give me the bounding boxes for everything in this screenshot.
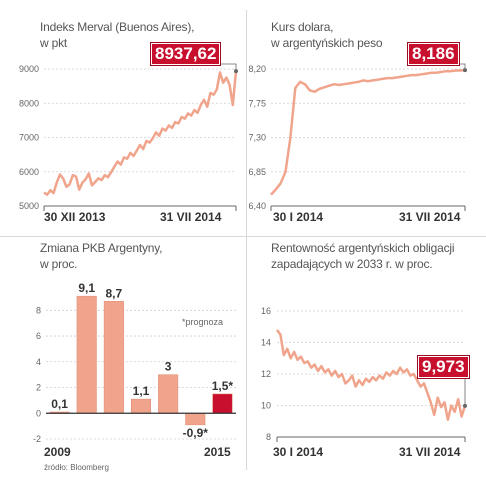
y-tick-label: 6000 xyxy=(19,167,39,177)
gdp-x-start: 2009 xyxy=(44,445,71,459)
usd-x-end: 31 VII 2014 xyxy=(399,210,461,224)
usd-title: Kurs dolara, xyxy=(271,20,334,34)
callout-connector xyxy=(464,376,467,406)
bar xyxy=(76,295,97,414)
y-tick-label: 8 xyxy=(266,432,271,442)
last-point-marker xyxy=(463,403,467,408)
y-tick-label: 16 xyxy=(261,306,271,316)
bar xyxy=(103,301,124,414)
bar-value-label: 8,7 xyxy=(106,286,123,300)
y-tick-label: 8 xyxy=(36,305,41,315)
y-tick-label: 7,75 xyxy=(248,98,266,108)
merval-x-start: 30 XII 2013 xyxy=(44,210,106,224)
y-tick-label: 7000 xyxy=(19,133,39,143)
gdp-title: Zmiana PKB Argentyny, xyxy=(40,241,163,255)
bond-panel: Rentowność argentyńskich obligacji zapad… xyxy=(247,237,486,482)
y-tick-label: 7,30 xyxy=(248,133,266,143)
series-line xyxy=(270,68,466,196)
y-tick-label: -2 xyxy=(33,434,41,444)
y-tick-label: 10 xyxy=(261,401,271,411)
y-tick-label: 14 xyxy=(261,338,271,348)
bond-x-start: 30 I 2014 xyxy=(273,445,324,459)
horizontal-divider xyxy=(0,236,486,237)
y-tick-label: 8,20 xyxy=(248,64,266,74)
y-tick-label: 0 xyxy=(36,408,41,418)
bar-value-label: 0,1 xyxy=(51,397,68,411)
bar-value-label: -0,9* xyxy=(183,426,209,440)
gdp-note: *prognoza xyxy=(182,317,224,327)
last-point-marker xyxy=(234,69,238,74)
y-tick-label: 4 xyxy=(36,357,41,367)
y-tick-label: 9000 xyxy=(19,64,39,74)
y-tick-label: 12 xyxy=(261,369,271,379)
series-line xyxy=(275,329,467,421)
y-tick-label: 6,85 xyxy=(248,167,266,177)
bar-value-label: 9,1 xyxy=(78,281,95,295)
gdp-x-end: 2015 xyxy=(204,445,231,459)
bar-value-label: 1,5* xyxy=(212,379,234,393)
bond-x-end: 31 VII 2014 xyxy=(399,445,461,459)
merval-callout: 8937,62 xyxy=(150,42,222,66)
bond-callout: 9,973 xyxy=(417,355,470,379)
bond-title: Rentowność argentyńskich obligacji xyxy=(271,241,455,255)
usd-chart: 8,20 7,75 7,30 6,85 6,40 xyxy=(248,63,467,211)
y-tick-label: 2 xyxy=(36,383,41,393)
bar xyxy=(185,413,206,426)
usd-subtitle: w argentyńskich peso xyxy=(271,36,383,50)
bar xyxy=(158,374,179,414)
last-point-marker xyxy=(463,68,467,73)
vertical-divider xyxy=(246,10,247,470)
bar-value-label: 3 xyxy=(165,360,172,374)
callout-connector xyxy=(457,63,466,71)
merval-subtitle: w pkt xyxy=(40,36,68,50)
gdp-panel: Zmiana PKB Argentyny, w proc. 8 6 4 2 0 -2 0,1… xyxy=(0,237,245,482)
merval-chart: 9000 8000 7000 6000 5000 xyxy=(19,63,238,211)
gdp-subtitle: w proc. xyxy=(40,257,78,271)
series-line xyxy=(43,70,238,196)
bar xyxy=(130,398,152,414)
y-tick-label: 5000 xyxy=(19,201,39,211)
y-tick-label: 6 xyxy=(36,331,41,341)
usd-x-start: 30 I 2014 xyxy=(273,210,324,224)
bond-subtitle: zapadających w 2033 r. w proc. xyxy=(271,257,433,271)
merval-title: Indeks Merval (Buenos Aires), xyxy=(40,20,195,34)
bar xyxy=(212,393,233,414)
usd-callout: 8,186 xyxy=(407,42,460,66)
y-tick-label: 8000 xyxy=(19,98,39,108)
gdp-chart: 8 6 4 2 0 -2 0,1 9,1 8,7 1,1 3 -0,9* 1,5* xyxy=(33,281,236,444)
bar-value-label: 1,1 xyxy=(133,384,150,398)
gdp-source: źródło: Bloomberg xyxy=(44,463,109,472)
y-tick-label: 6,40 xyxy=(248,201,266,211)
merval-panel: Indeks Merval (Buenos Aires), w pkt 9000… xyxy=(0,0,245,235)
merval-x-end: 31 VII 2014 xyxy=(160,210,222,224)
usd-panel: Kurs dolara, w argentyńskich peso 8,20 7,… xyxy=(247,0,486,235)
